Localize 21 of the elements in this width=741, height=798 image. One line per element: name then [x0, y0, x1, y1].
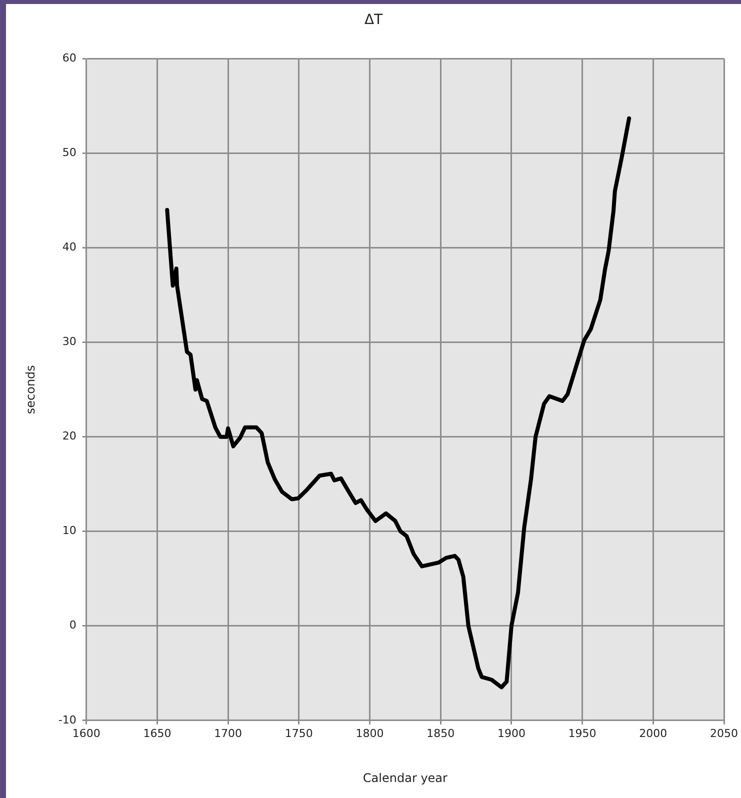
- x-tick-label: 2050: [710, 726, 738, 740]
- y-tick-label: -10: [58, 713, 76, 726]
- y-tick-label: 50: [62, 146, 76, 160]
- chart-title: ΔT: [364, 12, 384, 28]
- x-tick-label: 1900: [497, 726, 526, 740]
- y-tick-label: 20: [62, 430, 76, 443]
- x-tick-label: 1750: [284, 726, 313, 740]
- x-tick-label: 1800: [356, 726, 384, 740]
- y-tick-label: 30: [62, 335, 76, 348]
- y-tick-label: 0: [69, 618, 76, 632]
- y-tick-label: 60: [62, 52, 76, 65]
- x-tick-label: 1600: [72, 726, 100, 740]
- x-tick-label: 1650: [143, 726, 172, 740]
- x-tick-label: 1850: [426, 726, 455, 740]
- x-tick-label: 1700: [214, 726, 242, 740]
- y-tick-label: 40: [62, 240, 76, 254]
- y-tick-label: 10: [62, 524, 76, 538]
- x-tick-label: 1950: [568, 726, 596, 740]
- x-axis-title: Calendar year: [362, 770, 448, 785]
- y-axis-title: seconds: [23, 365, 38, 414]
- x-tick-label: 2000: [639, 726, 668, 740]
